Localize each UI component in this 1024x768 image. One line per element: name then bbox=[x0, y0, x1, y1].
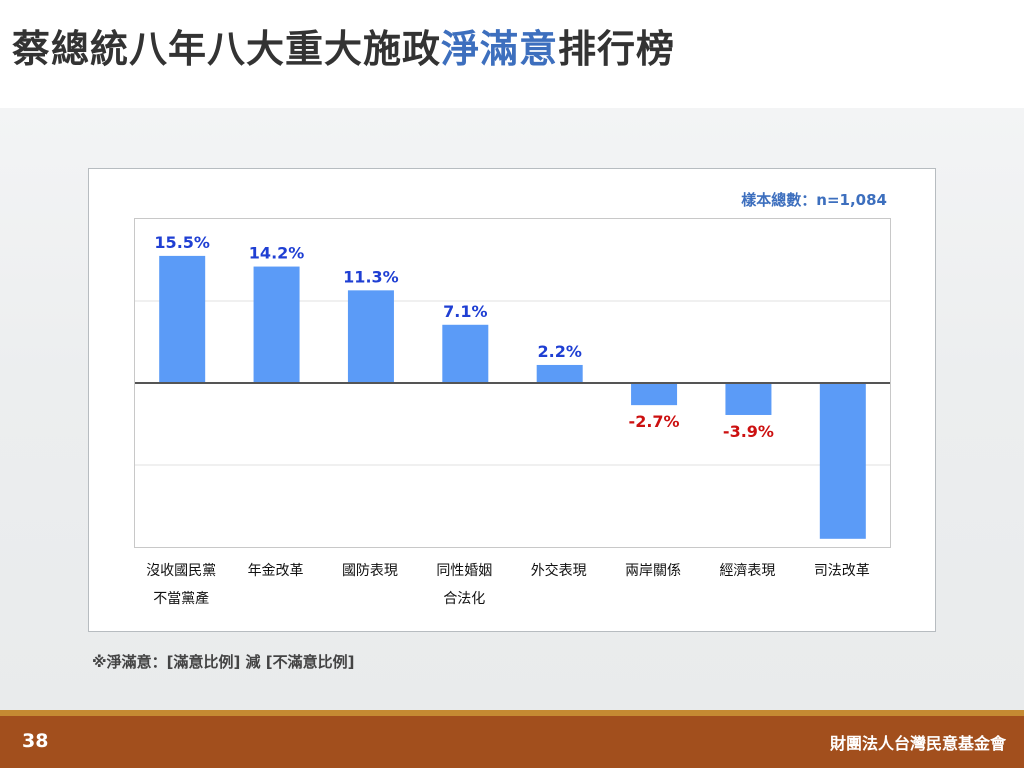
x-tick-label-line: 外交表現 bbox=[530, 563, 587, 579]
data-label: 14.2% bbox=[249, 244, 305, 263]
footer-bar: 38 財團法人台灣民意基金會 bbox=[0, 716, 1024, 768]
bar bbox=[819, 383, 866, 539]
x-tick-label-line: 兩岸關係 bbox=[625, 563, 682, 579]
bar bbox=[536, 364, 583, 383]
sample-size-note: 樣本總數：n=1,084 bbox=[741, 191, 887, 209]
x-tick-label: 經濟表現 bbox=[700, 557, 795, 585]
x-axis-labels: 沒收國民黨不當黨產 年金改革 國防表現 同性婚姻合法化 外交表現 兩岸關係 經濟表現 司法改革 bbox=[134, 557, 891, 627]
x-tick-label-line: 沒收國民黨 bbox=[146, 563, 217, 579]
data-label: -19.0% bbox=[812, 546, 874, 547]
page-number: 38 bbox=[22, 730, 49, 752]
data-label: 11.3% bbox=[343, 267, 399, 286]
x-tick-label-line: 經濟表現 bbox=[719, 563, 776, 579]
x-tick-label-line: 司法改革 bbox=[813, 563, 870, 579]
data-label: 7.1% bbox=[443, 302, 487, 321]
x-tick-label-line: 國防表現 bbox=[341, 563, 398, 579]
title-part1: 蔡總統八年八大重大施政 bbox=[12, 27, 442, 71]
bar bbox=[725, 383, 772, 415]
x-tick-label-line: 年金改革 bbox=[247, 563, 304, 579]
data-label: 2.2% bbox=[538, 342, 582, 361]
bar-chart: 15.5% 14.2% 11.3% 7.1% 2.2% -2.7% -3.9% -19.0% bbox=[135, 233, 890, 565]
x-tick-label: 兩岸關係 bbox=[606, 557, 701, 585]
data-label: 15.5% bbox=[154, 233, 210, 252]
bar bbox=[253, 266, 300, 383]
x-tick-label: 同性婚姻 合法化 bbox=[417, 557, 512, 613]
footnote: ※淨滿意：[滿意比例] 減 [不滿意比例] bbox=[92, 653, 355, 671]
chart-panel: 樣本總數：n=1,084 15.5% 14.2% 11.3% 7.1% 2.2% -2.7… bbox=[88, 168, 936, 632]
data-label: -3.9% bbox=[723, 422, 774, 441]
plot-area: 15.5% 14.2% 11.3% 7.1% 2.2% -2.7% -3.9% -19.0% bbox=[134, 218, 891, 565]
x-tick-label: 司法改革 bbox=[794, 557, 889, 585]
x-tick-label-line: 不當黨產 bbox=[153, 591, 210, 607]
page-title: 蔡總統八年八大重大施政淨滿意排行榜 bbox=[12, 18, 675, 88]
x-tick-label-line: 同性婚姻 bbox=[436, 563, 493, 579]
x-tick-label: 國防表現 bbox=[322, 557, 417, 585]
x-tick-label-line: 合法化 bbox=[443, 591, 486, 607]
title-part2: 排行榜 bbox=[558, 27, 676, 71]
bar bbox=[347, 290, 394, 383]
organization-name: 財團法人台灣民意基金會 bbox=[829, 734, 1006, 753]
bar bbox=[442, 324, 489, 383]
bar bbox=[159, 255, 206, 383]
data-label: -2.7% bbox=[629, 412, 680, 431]
title-highlight: 淨滿意 bbox=[441, 27, 559, 71]
x-tick-label: 外交表現 bbox=[511, 557, 606, 585]
x-tick-label: 沒收國民黨 不當黨產 bbox=[134, 557, 229, 613]
x-tick-label: 年金改革 bbox=[228, 557, 323, 585]
footer-accent-line bbox=[0, 710, 1024, 716]
bar bbox=[631, 383, 678, 406]
